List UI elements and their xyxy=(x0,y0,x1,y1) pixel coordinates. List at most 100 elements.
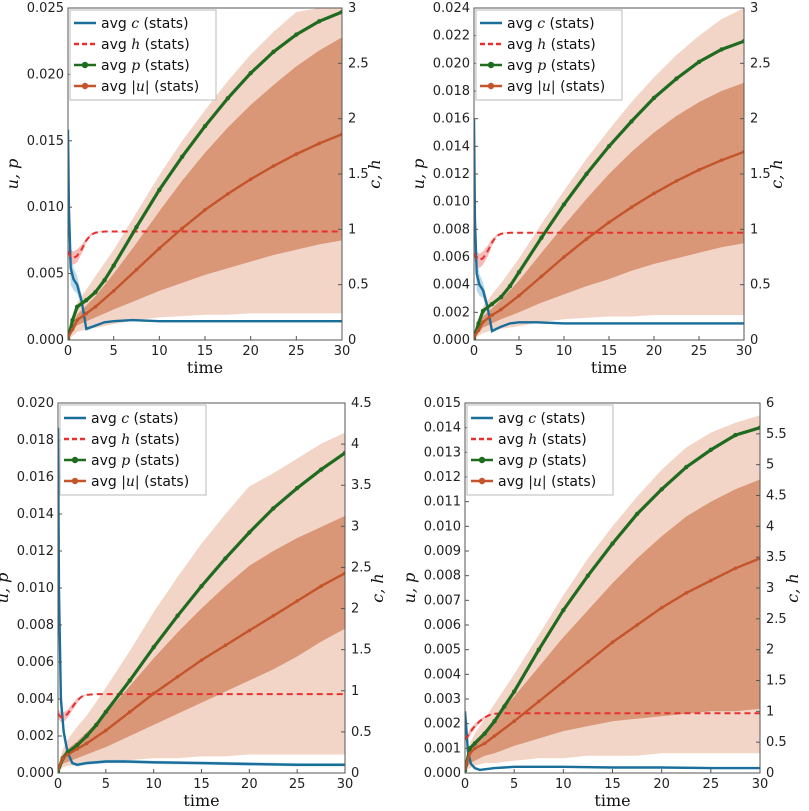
x-tick-label: 5 xyxy=(510,777,518,792)
series-point-p xyxy=(708,447,714,453)
series-point-u xyxy=(481,320,485,324)
y-left-tick-label: 0.006 xyxy=(17,655,54,670)
y-right-axis-label: c, h xyxy=(368,573,387,602)
legend-label: avg c (stats) xyxy=(101,16,189,32)
x-tick-label: 25 xyxy=(289,777,306,792)
y-left-tick-label: 0.018 xyxy=(433,84,470,99)
legend-label: avg h (stats) xyxy=(91,432,180,448)
legend-label: avg c (stats) xyxy=(91,411,179,427)
legend-label-math: h xyxy=(528,432,537,448)
series-point-p xyxy=(719,47,724,52)
y-right-tick-label: 2 xyxy=(766,643,774,658)
legend-label-suffix: (stats) xyxy=(536,411,586,427)
legend-entry: avg h (stats) xyxy=(471,432,587,448)
series-point-p xyxy=(476,321,481,326)
legend-label-prefix: avg xyxy=(101,37,131,53)
series-point-p xyxy=(629,119,634,124)
plot-area xyxy=(465,415,760,773)
legend-label-math: c xyxy=(121,411,129,427)
legend-swatch-marker xyxy=(81,82,89,90)
y-left-tick-label: 0.012 xyxy=(17,544,54,559)
series-point-p xyxy=(651,95,657,101)
u-inner-band xyxy=(68,37,342,339)
series-point-u xyxy=(607,220,611,225)
plot-area xyxy=(68,8,342,340)
series-line-u xyxy=(68,133,342,338)
series-line-h xyxy=(465,712,760,740)
series-point-p xyxy=(634,511,640,517)
legend-entry: avg h (stats) xyxy=(480,37,596,53)
x-tick-label: 30 xyxy=(334,344,351,359)
series-point-p xyxy=(585,573,591,578)
y-right-tick-label: 2 xyxy=(348,112,356,127)
legend-label-suffix: (stats) xyxy=(140,37,190,53)
series-point-u xyxy=(697,168,701,172)
legend-label-suffix: (stats) xyxy=(546,37,596,53)
series-point-u xyxy=(247,628,252,633)
legend-label: avg p (stats) xyxy=(101,58,190,74)
y-left-tick-label: 0.008 xyxy=(17,618,54,633)
legend-swatch-marker xyxy=(71,477,79,485)
legend-entry: avg p (stats) xyxy=(74,58,190,74)
series-point-u xyxy=(111,289,116,293)
legend-label-prefix: avg xyxy=(507,79,537,95)
y-left-tick-label: 0.013 xyxy=(424,445,461,460)
y-right-tick-label: 1.5 xyxy=(766,674,787,689)
legend-label-suffix: (stats) xyxy=(140,474,190,490)
y-left-tick-label: 0.020 xyxy=(433,56,470,71)
y-right-tick-label: 2.5 xyxy=(348,56,369,71)
legend-label-math: h xyxy=(537,37,546,53)
series-point-p xyxy=(502,704,507,709)
u-inner-band xyxy=(58,515,345,772)
legend-entry: avg c (stats) xyxy=(471,411,586,427)
series-point-p xyxy=(757,425,760,430)
series-point-p xyxy=(248,70,253,76)
legend-entry: avg c (stats) xyxy=(74,16,189,32)
y-right-tick-label: 1 xyxy=(766,704,774,719)
legend-label-suffix: (stats) xyxy=(537,432,587,448)
series-point-u xyxy=(490,313,494,317)
y-right-tick-label: 1.5 xyxy=(750,167,771,182)
y-right-axis-label: c, h xyxy=(767,159,786,188)
y-right-tick-label: 3.5 xyxy=(351,478,372,493)
legend-label-prefix: avg xyxy=(91,411,121,427)
legend-label-suffix: (stats) xyxy=(139,16,189,32)
y-left-tick-label: 0.014 xyxy=(17,507,54,522)
y-right-tick-label: 1.5 xyxy=(351,643,372,658)
series-point-u xyxy=(629,205,634,209)
legend-entry: avg |u| (stats) xyxy=(471,474,596,490)
y-right-tick-label: 4.5 xyxy=(351,396,372,411)
series-line-h xyxy=(58,693,345,719)
x-tick-label: 25 xyxy=(691,344,708,359)
series-point-p xyxy=(94,722,99,728)
series-point-p xyxy=(741,39,744,44)
series-point-u xyxy=(226,192,230,196)
series-point-u xyxy=(199,658,204,662)
chart-panel-2: 0 5 10 15 20 25 300.0000.0020.0040.0060.0080.0… xyxy=(409,1,786,377)
series-point-p xyxy=(482,731,487,736)
y-right-tick-label: 2.5 xyxy=(750,56,771,71)
y-left-tick-label: 0.008 xyxy=(424,569,461,584)
series-point-u xyxy=(476,328,481,333)
y-right-tick-label: 0.5 xyxy=(766,735,787,750)
plot-area xyxy=(58,403,345,773)
legend-swatch-marker xyxy=(487,82,495,90)
x-axis-label: time xyxy=(591,358,627,377)
x-tick-label: 0 xyxy=(64,344,72,359)
series-point-u xyxy=(539,274,544,279)
y-right-tick-label: 4.5 xyxy=(766,489,787,504)
x-tick-label: 5 xyxy=(515,344,523,359)
series-point-p xyxy=(316,19,322,24)
y-left-tick-label: 0.020 xyxy=(17,396,54,411)
series-point-u xyxy=(70,327,75,332)
series-point-p xyxy=(516,270,522,275)
series-point-p xyxy=(175,613,180,618)
y-left-tick-label: 0.004 xyxy=(17,692,54,707)
legend-label: avg h (stats) xyxy=(498,432,587,448)
y-left-axis-label: u, p xyxy=(400,573,419,604)
legend-label-suffix: (stats) xyxy=(129,411,179,427)
legend-label-math: c xyxy=(131,16,139,32)
series-point-u xyxy=(93,305,98,309)
y-right-tick-label: 0 xyxy=(766,766,774,781)
legend-entry: avg h (stats) xyxy=(64,432,180,448)
